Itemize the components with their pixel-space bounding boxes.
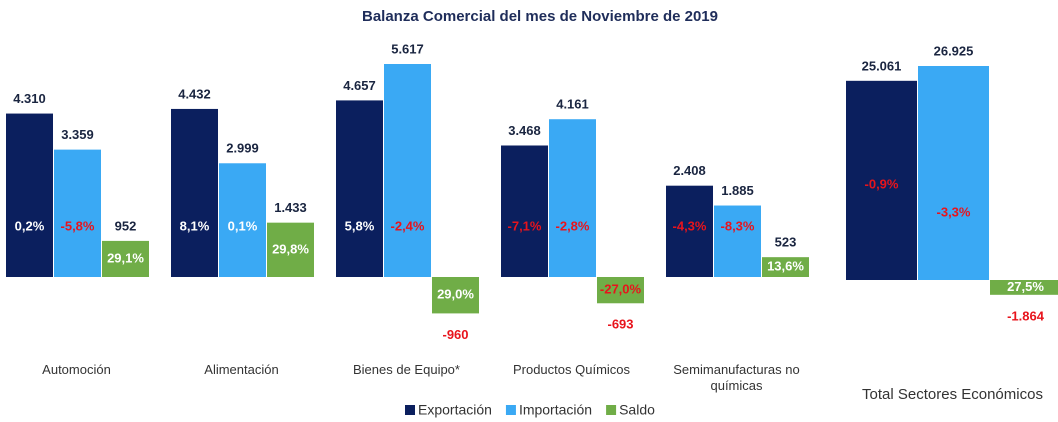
change-label: 8,1%: [180, 218, 210, 233]
bar: [219, 163, 266, 277]
bar: [267, 222, 314, 277]
x-tick-label: Total Sectores Económicos: [862, 386, 1043, 403]
value-label: 25.061: [862, 58, 902, 73]
value-label: -693: [607, 317, 633, 332]
change-label: 29,0%: [437, 287, 474, 302]
change-label: 13,6%: [767, 259, 804, 274]
value-label: -1.864: [1007, 308, 1045, 323]
change-label: -7,1%: [508, 218, 542, 233]
value-label: 5.617: [391, 41, 424, 56]
bar: [762, 257, 809, 277]
legend-swatch: [505, 405, 516, 415]
bar: [501, 145, 548, 277]
change-label: 0,1%: [228, 218, 258, 233]
value-label: 3.359: [61, 127, 94, 142]
bar: [336, 100, 383, 277]
change-label: 29,8%: [272, 241, 309, 256]
change-label: 27,5%: [1007, 279, 1044, 294]
value-label: 4.310: [13, 91, 46, 106]
change-label: 0,2%: [15, 218, 45, 233]
bar: [432, 277, 479, 314]
x-tick-label: Semimanufacturas no químicas: [673, 362, 800, 393]
bar: [597, 277, 644, 304]
legend-label: Exportación: [418, 402, 492, 418]
bar: [171, 108, 218, 277]
value-label: 1.433: [274, 200, 307, 215]
bar: [102, 240, 149, 277]
legend-swatch: [606, 405, 617, 415]
x-tick-label: Bienes de Equipo*: [353, 362, 460, 377]
change-label: 5,8%: [345, 218, 375, 233]
value-label: 952: [115, 218, 137, 233]
bar: [54, 149, 101, 277]
legend-label: Importación: [519, 402, 592, 418]
value-label: 1.885: [721, 183, 754, 198]
change-label: -27,0%: [600, 282, 642, 297]
bar: [714, 205, 761, 277]
value-label: 2.999: [226, 141, 259, 156]
value-label: 4.657: [343, 78, 376, 93]
x-tick-label: Alimentación: [204, 362, 279, 377]
change-label: -2,4%: [391, 218, 425, 233]
value-label: 523: [775, 235, 797, 250]
value-label: 3.468: [508, 123, 541, 138]
change-label: 29,1%: [107, 250, 144, 265]
bar: [549, 119, 596, 277]
value-label: 2.408: [673, 163, 706, 178]
change-label: -3,3%: [937, 204, 971, 219]
value-label: 26.925: [934, 43, 974, 58]
bar: [990, 280, 1058, 295]
bar: [846, 80, 917, 280]
change-label: -4,3%: [673, 218, 707, 233]
value-label: -960: [442, 327, 468, 342]
x-tick-label: Productos Químicos: [512, 362, 631, 377]
chart-title: Balanza Comercial del mes de Noviembre d…: [362, 8, 718, 25]
change-label: -5,8%: [61, 218, 95, 233]
legend-label: Saldo: [619, 402, 655, 418]
change-label: -2,8%: [556, 218, 590, 233]
value-label: 4.432: [178, 86, 211, 101]
bar: [384, 64, 431, 277]
change-label: -0,9%: [865, 176, 899, 191]
change-label: -8,3%: [721, 218, 755, 233]
value-label: 4.161: [556, 97, 589, 112]
bar: [918, 66, 989, 280]
bar: [6, 113, 53, 277]
bar: [666, 185, 713, 277]
x-tick-label: Automoción: [42, 362, 111, 377]
legend-swatch: [405, 405, 415, 415]
